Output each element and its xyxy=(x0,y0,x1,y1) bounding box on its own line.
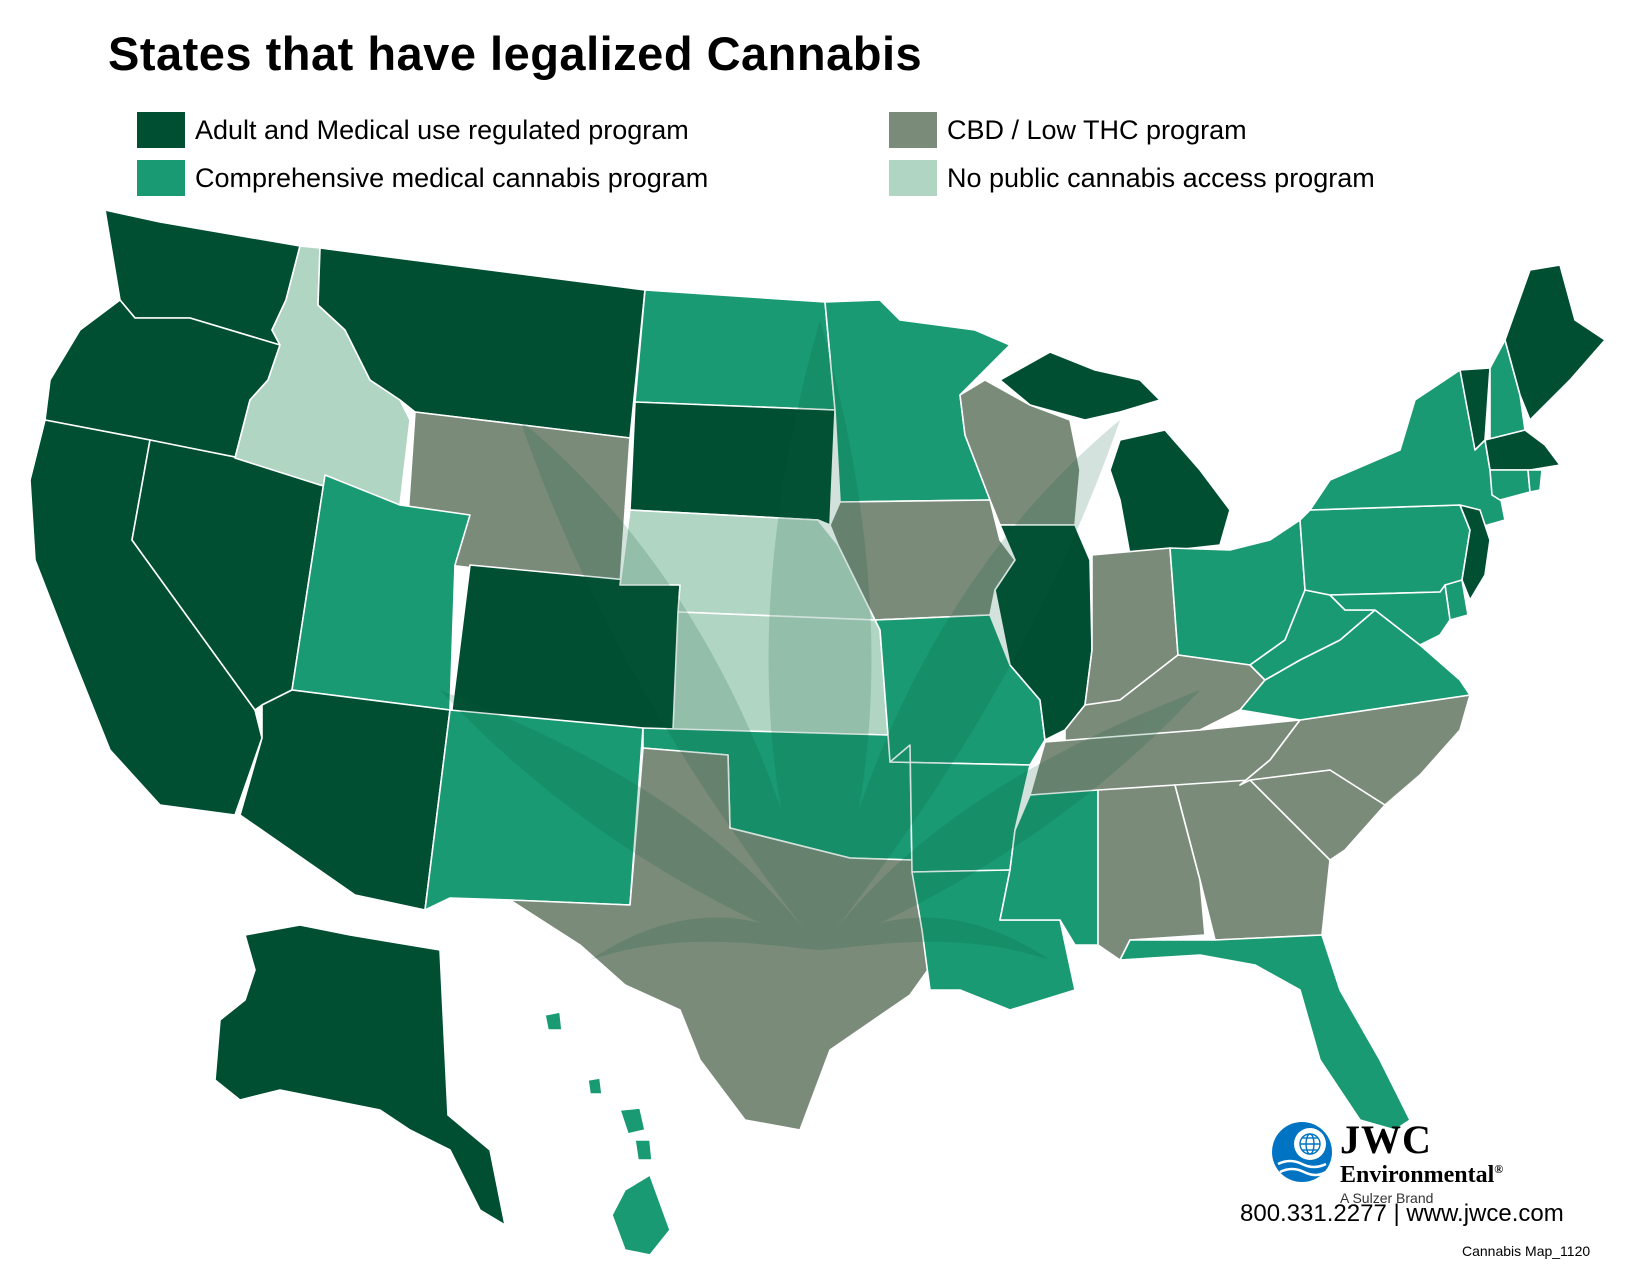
state-michigan[interactable] xyxy=(999,351,1231,556)
legend-swatch-adult xyxy=(137,112,185,148)
legend-swatch-cbd xyxy=(889,112,937,148)
state-arizona[interactable] xyxy=(239,689,451,911)
registered-mark: ® xyxy=(1494,1162,1504,1176)
legend-item-adult: Adult and Medical use regulated program xyxy=(137,112,689,148)
legend-swatch-none xyxy=(889,160,937,196)
jwc-logo: JWC Environmental® A Sulzer Brand xyxy=(1270,1120,1503,1206)
legend-label-none: No public cannabis access program xyxy=(947,162,1375,193)
state-rhode-island[interactable] xyxy=(1527,469,1543,493)
legend-label-cbd: CBD / Low THC program xyxy=(947,114,1247,145)
legend-label-adult: Adult and Medical use regulated program xyxy=(195,114,689,145)
state-connecticut[interactable] xyxy=(1489,469,1531,501)
legend-item-none: No public cannabis access program xyxy=(889,160,1375,196)
brand-tagline: A Sulzer Brand xyxy=(1340,1190,1434,1206)
state-new-hampshire[interactable] xyxy=(1489,339,1526,441)
legend-label-medical: Comprehensive medical cannabis program xyxy=(195,162,709,193)
legend-item-cbd: CBD / Low THC program xyxy=(889,112,1247,148)
state-florida[interactable] xyxy=(1119,934,1411,1131)
brand-name: JWC xyxy=(1340,1117,1432,1162)
legend-item-medical: Comprehensive medical cannabis program xyxy=(137,160,708,196)
contact-info: 800.331.2277 | www.jwce.com xyxy=(1240,1200,1564,1227)
state-south-dakota[interactable] xyxy=(629,401,836,526)
cannabis-leaf-watermark xyxy=(440,320,1200,960)
state-north-carolina[interactable] xyxy=(1239,694,1471,806)
state-illinois[interactable] xyxy=(994,524,1093,741)
state-maine[interactable] xyxy=(1504,264,1606,421)
state-hawaii[interactable] xyxy=(544,1011,671,1256)
state-missouri[interactable] xyxy=(874,614,1046,766)
state-alaska[interactable] xyxy=(214,924,506,1226)
globe-icon xyxy=(1272,1122,1332,1182)
state-maryland[interactable] xyxy=(1329,584,1451,646)
state-pennsylvania[interactable] xyxy=(1299,504,1471,596)
map-code: Cannabis Map_1120 xyxy=(1462,1243,1591,1259)
state-texas[interactable] xyxy=(509,747,936,1131)
state-iowa[interactable] xyxy=(829,499,1016,621)
map-title: States that have legalized Cannabis xyxy=(108,27,923,80)
state-wisconsin[interactable] xyxy=(959,379,1081,526)
brand-sub: Environmental xyxy=(1340,1162,1495,1188)
state-new-jersey[interactable] xyxy=(1459,504,1491,601)
legend-swatch-medical xyxy=(137,160,185,196)
